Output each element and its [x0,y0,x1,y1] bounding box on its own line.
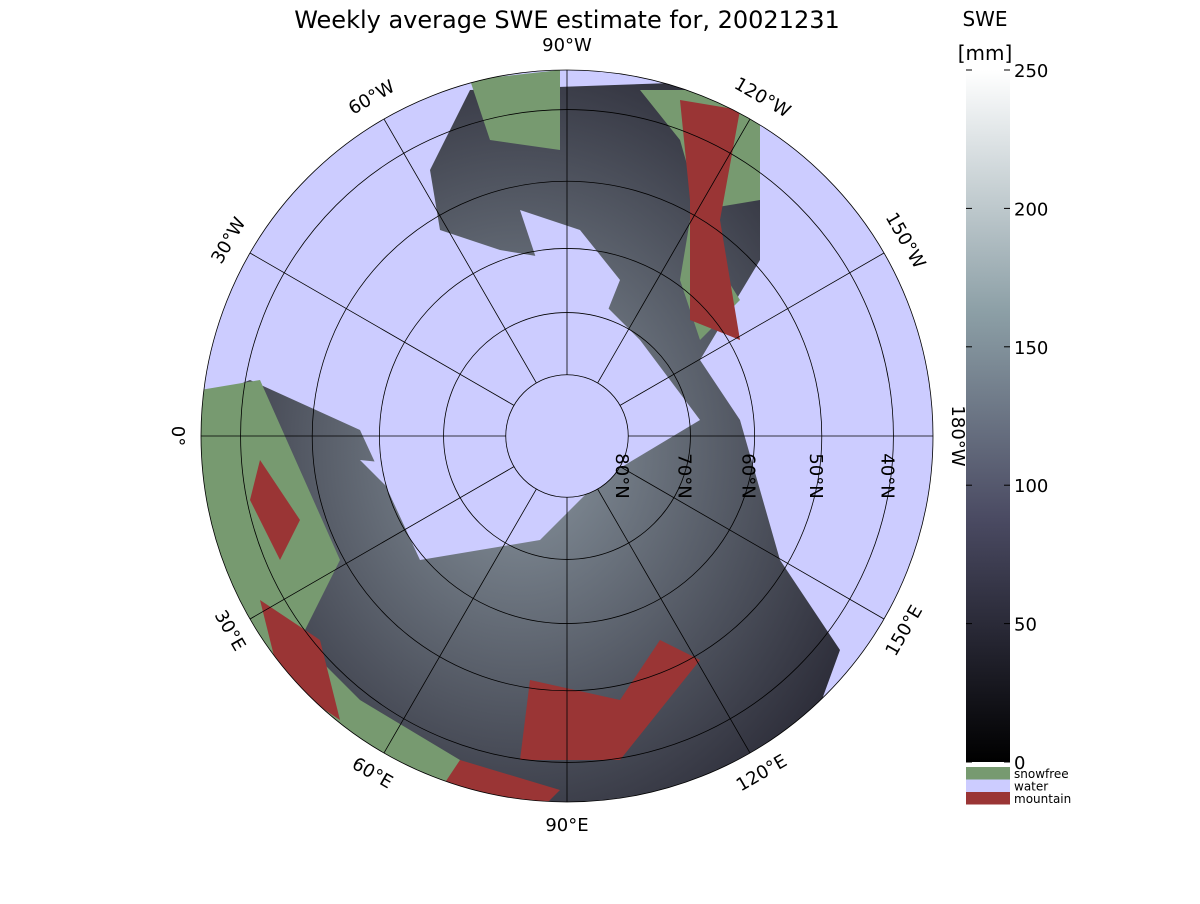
legend-swatch [966,792,1010,805]
meridian [597,488,751,754]
meridian [619,252,885,406]
longitude-label: 30°W [207,214,250,268]
latitude-label: 40°N [876,453,897,498]
longitude-label: 0° [167,426,188,446]
colorbar-tick-label: 100 [1014,476,1048,497]
meridian [383,488,537,754]
latitude-label: 80°N [611,453,632,498]
meridian [249,466,515,620]
meridian [597,118,751,384]
longitude-label: 90°E [545,815,588,836]
legend-label: water [1014,780,1048,794]
snow-land [201,80,840,802]
water-body [360,210,620,520]
longitude-label: 180°W [947,405,968,466]
colorbar-tick-label: 150 [1014,338,1048,359]
colorbar-tick-label: 200 [1014,199,1048,220]
legend-label: snowfree [1014,767,1069,781]
meridian [619,466,885,620]
colorbar-unit: [mm] [958,41,1013,65]
colorbar-tick-label: 50 [1014,615,1037,636]
longitude-label: 60°W [345,76,399,119]
colorbar-tick-label: 250 [1014,61,1048,82]
longitude-label: 30°E [210,607,250,655]
graticule [201,70,933,802]
legend-label: mountain [1014,792,1071,806]
longitude-label: 60°E [348,753,396,793]
title: Weekly average SWE estimate for, 2002123… [294,6,840,34]
legend-swatch [966,767,1010,780]
longitude-label: 90°W [542,35,592,56]
map-disc [201,70,933,802]
mountain [250,100,740,802]
map-border [200,69,934,803]
latitude-label: 50°N [805,453,826,498]
meridian [249,252,515,406]
legend-swatch [966,779,1010,792]
colorbar-tick-label: 0 [1014,753,1025,774]
meridian [383,118,537,384]
colorbar [966,70,1010,762]
polar-water [506,375,628,497]
colorbar-title: SWE [962,7,1007,31]
latitude-label: 70°N [673,453,694,498]
latitude-label: 60°N [738,453,759,498]
